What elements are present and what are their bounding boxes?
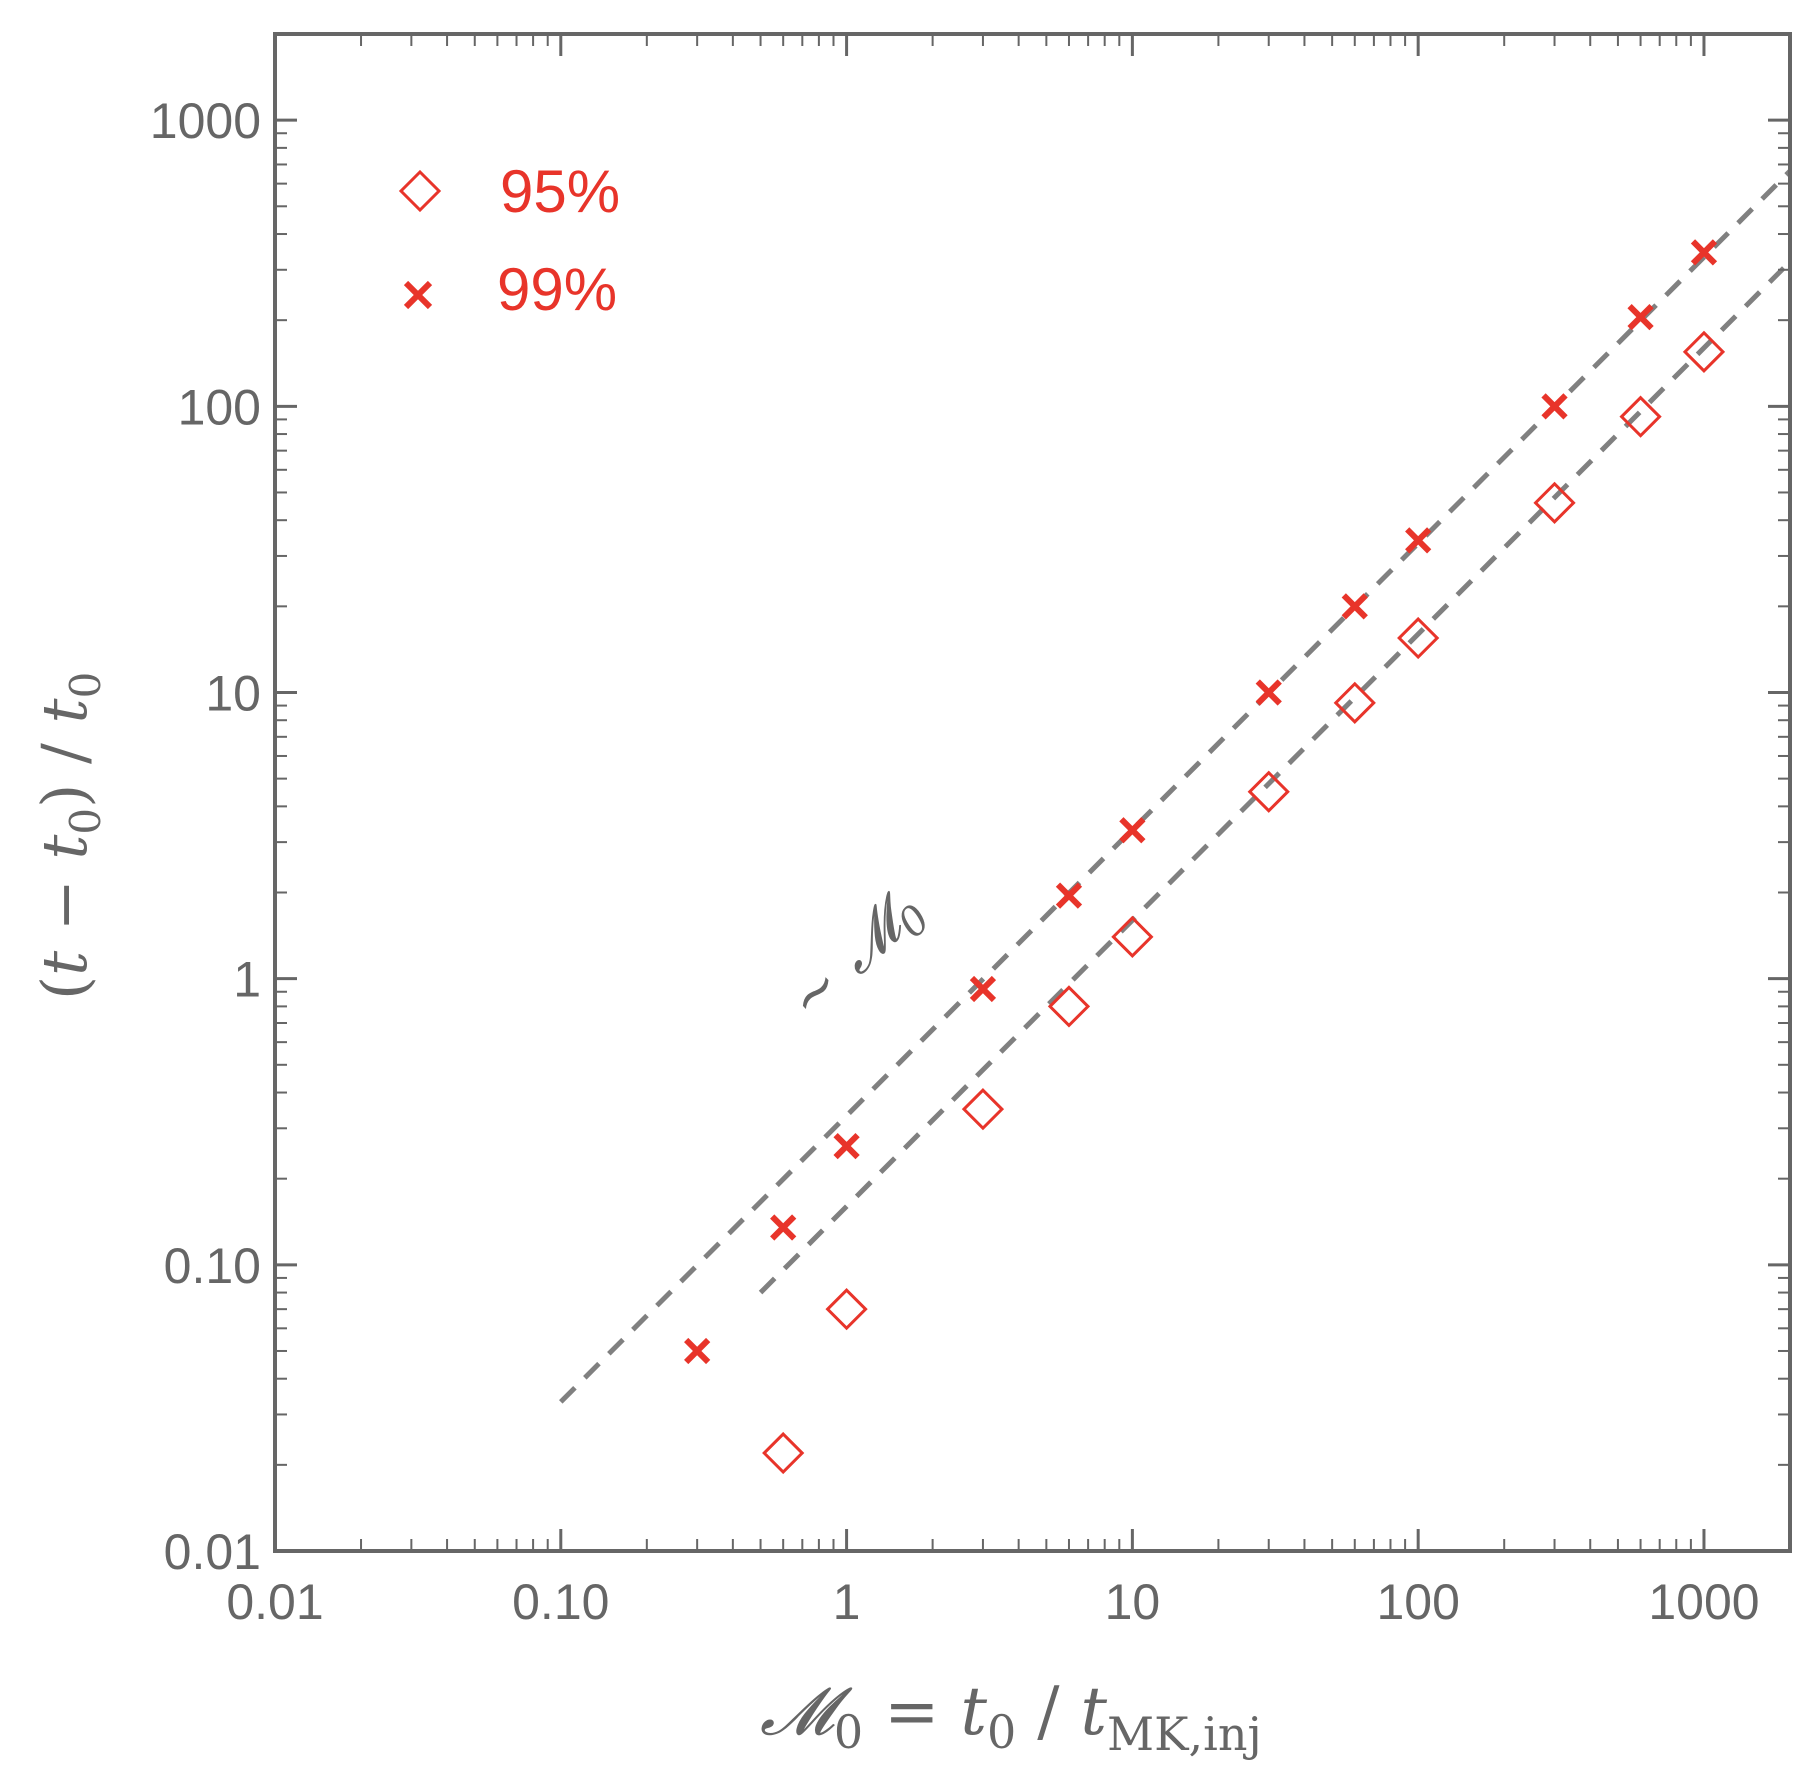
point-99-x (1627, 303, 1654, 331)
point-99-x (1341, 593, 1368, 620)
legend-label-99: 99% (497, 256, 617, 323)
point-95-diamond (825, 1288, 868, 1331)
x-tick-label: 0.01 (226, 1574, 323, 1630)
y-tick-label: 10 (205, 665, 261, 721)
point-99-x (1690, 239, 1718, 266)
x-tick-label: 1 (833, 1574, 861, 1630)
point-99-x (684, 1337, 711, 1365)
y-tick-label: 1000 (150, 93, 261, 149)
point-99-x (833, 1132, 860, 1160)
x-tick-label: 1000 (1648, 1574, 1759, 1630)
point-99-x (1055, 882, 1083, 909)
point-95-diamond (1333, 681, 1376, 724)
x-tick-label: 10 (1105, 1574, 1161, 1630)
y-tick-label: 0.01 (164, 1524, 261, 1580)
point-95-diamond (1397, 616, 1440, 660)
point-99-x (1405, 527, 1432, 554)
y-axis-title: (t − t0) / t0 (28, 672, 110, 1000)
point-95-diamond (1111, 915, 1154, 958)
guide-line-upper (559, 169, 1792, 1404)
x-axis-title: 𝓜0 = t0 / tMK,inj (760, 1673, 1262, 1761)
y-tick-label: 100 (178, 379, 261, 435)
point-99-x (1255, 679, 1282, 706)
axis-ticks (273, 33, 1791, 1553)
point-99-x (1119, 817, 1146, 844)
x-tick-labels: 0.01 0.10 1 10 100 1000 (226, 1574, 1759, 1630)
point-95-diamond (1247, 770, 1290, 813)
point-95-diamond (1533, 481, 1576, 524)
x-tick-label: 0.10 (512, 1574, 609, 1630)
x-tick-label: 100 (1376, 1574, 1459, 1630)
data-markers (684, 239, 1726, 1475)
legend: 95% 99% (398, 158, 620, 323)
point-95-diamond (961, 1088, 1005, 1131)
legend-label-95: 95% (500, 158, 620, 225)
plot-frame (273, 32, 1792, 1553)
point-99-x (770, 1214, 797, 1241)
y-tick-label: 1 (233, 952, 261, 1008)
point-95-diamond (1047, 985, 1091, 1028)
point-99-x (1541, 393, 1568, 420)
point-95-diamond (1619, 395, 1662, 438)
point-99-x (969, 975, 997, 1003)
legend-diamond-icon (398, 169, 442, 213)
legend-x-icon (403, 280, 433, 310)
y-tick-label: 0.10 (164, 1238, 261, 1294)
point-95-diamond (762, 1431, 805, 1475)
y-tick-labels: 0.01 0.10 1 10 100 1000 (150, 93, 261, 1580)
point-95-diamond (1682, 330, 1726, 373)
